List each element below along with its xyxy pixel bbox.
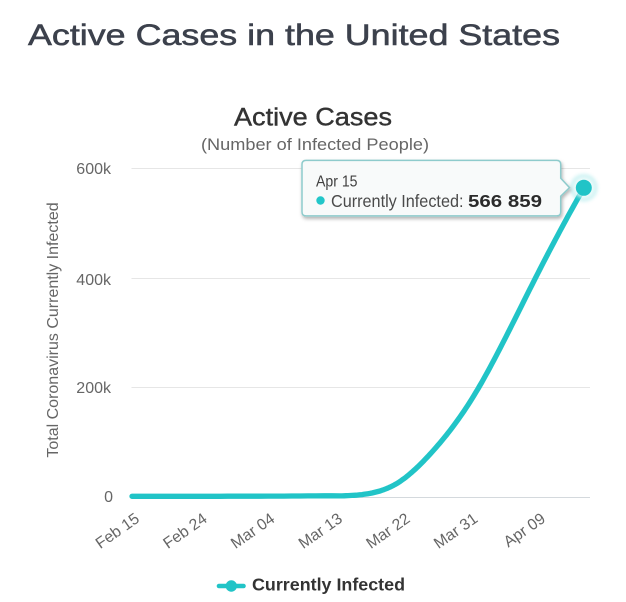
svg-text:Apr 15: Apr 15 [316, 174, 358, 191]
svg-text:600k: 600k [76, 161, 112, 178]
svg-text:Active Cases in the United Sta: Active Cases in the United States [28, 19, 560, 52]
svg-text:200k: 200k [76, 380, 112, 397]
svg-text:0: 0 [104, 489, 113, 506]
svg-text:(Number of Infected People): (Number of Infected People) [201, 136, 429, 154]
svg-text:Currently Infected: 566 859: Currently Infected: 566 859 [331, 191, 542, 211]
svg-text:400k: 400k [76, 272, 112, 289]
svg-text:Total Coronavirus Currently In: Total Coronavirus Currently Infected [45, 202, 62, 457]
svg-text:Active Cases: Active Cases [234, 104, 392, 132]
svg-text:Currently Infected: Currently Infected [252, 575, 405, 595]
